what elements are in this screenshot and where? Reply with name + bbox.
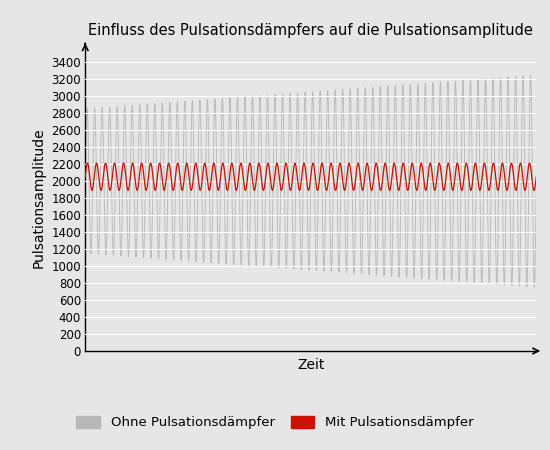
- Y-axis label: Pulsationsamplitude: Pulsationsamplitude: [32, 128, 46, 268]
- Title: Einfluss des Pulsationsdämpfers auf die Pulsationsamplitude: Einfluss des Pulsationsdämpfers auf die …: [89, 23, 533, 38]
- X-axis label: Zeit: Zeit: [297, 358, 324, 372]
- Legend: Ohne Pulsationsdämpfer, Mit Pulsationsdämpfer: Ohne Pulsationsdämpfer, Mit Pulsationsdä…: [71, 410, 479, 434]
